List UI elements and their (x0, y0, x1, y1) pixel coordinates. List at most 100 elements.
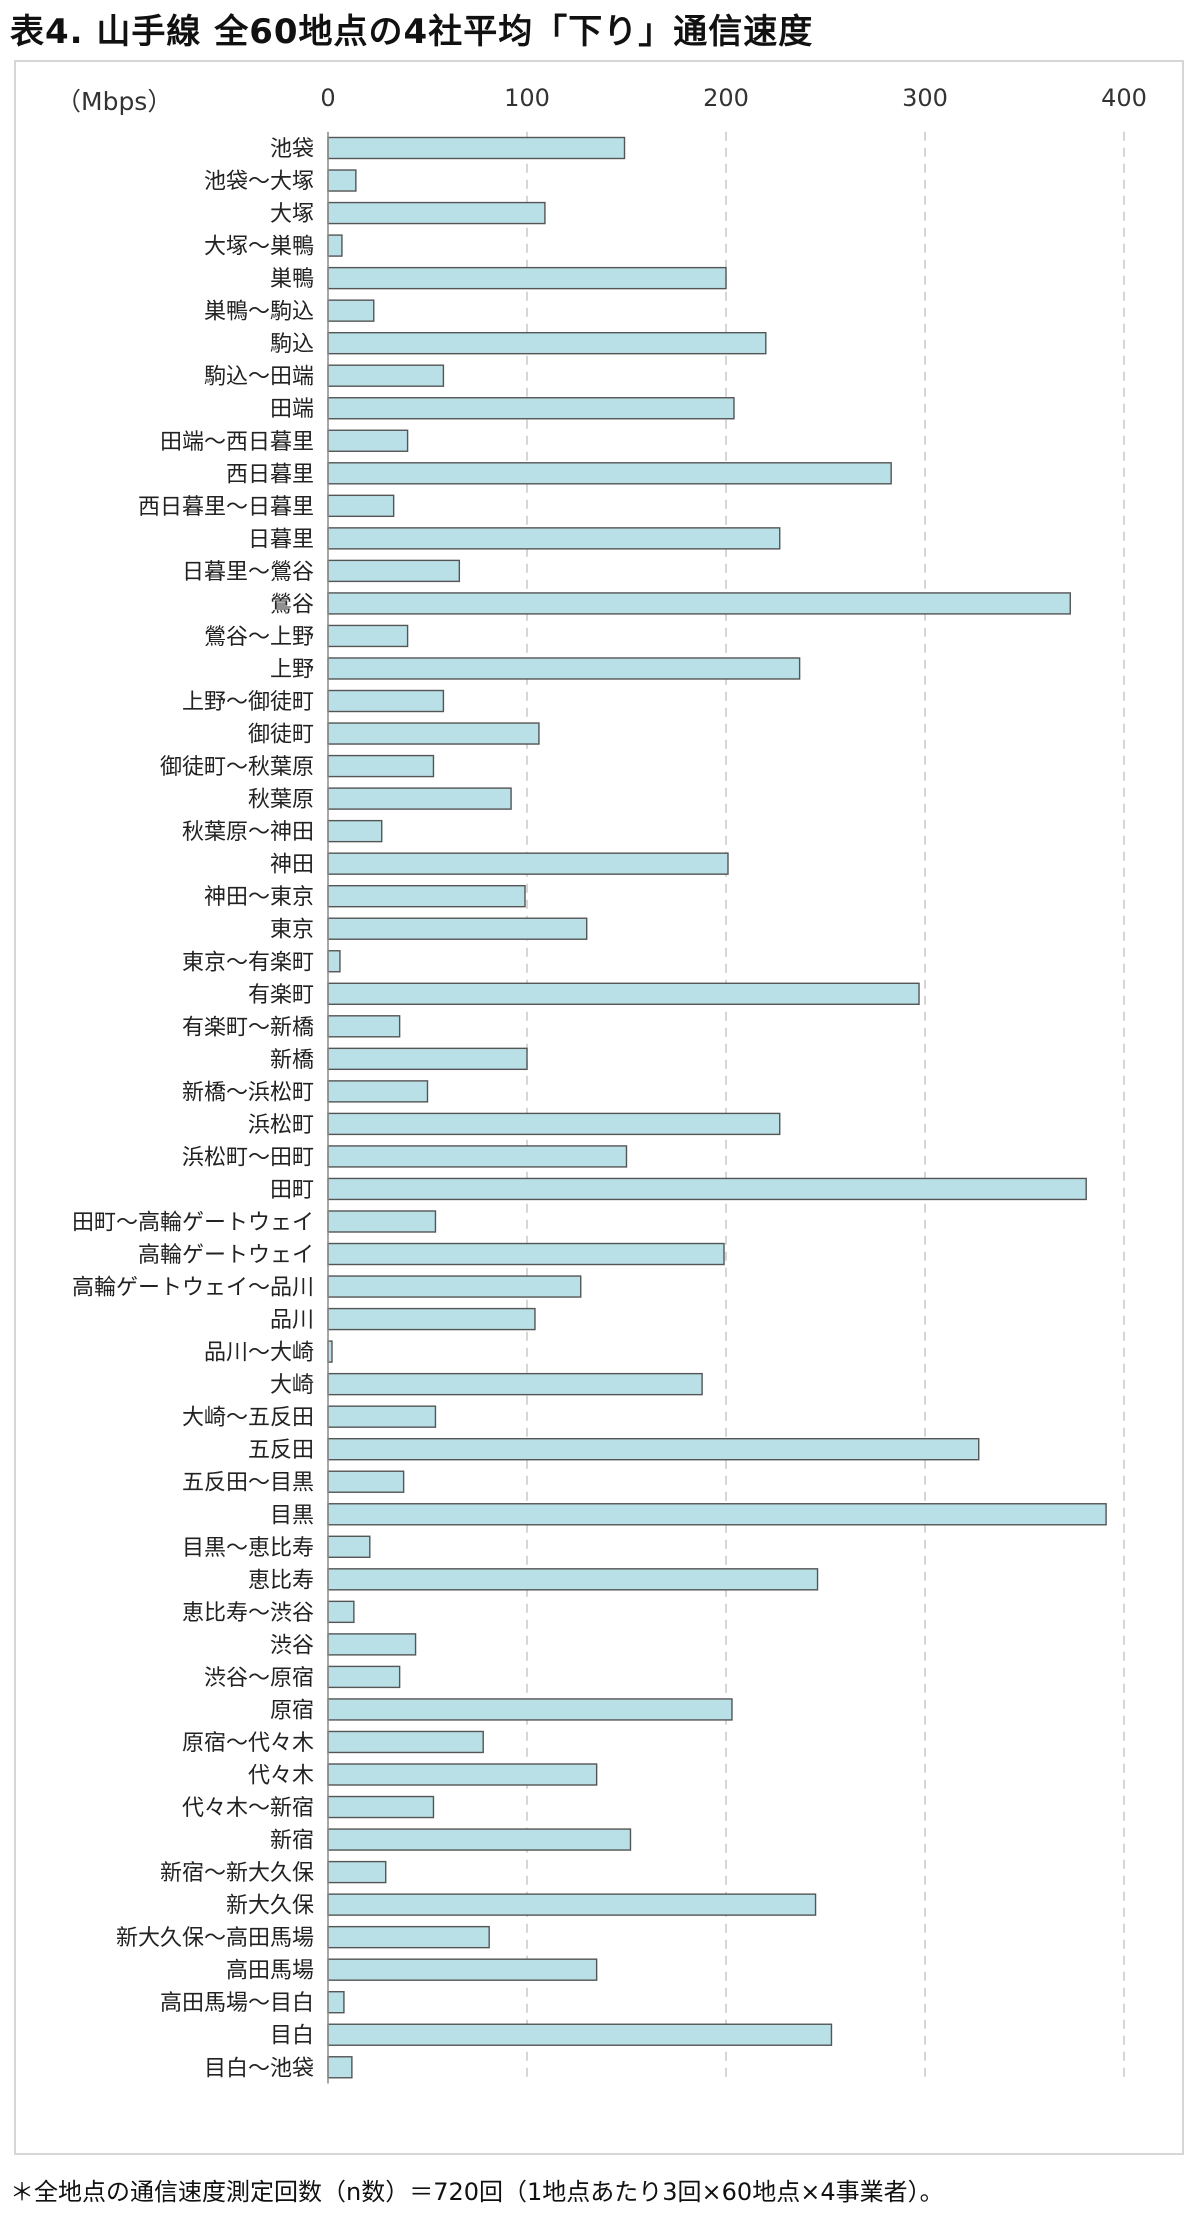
bar (327, 657, 801, 680)
bar (327, 136, 626, 160)
bar (327, 1795, 435, 1819)
x-tick-label: 400 (1101, 84, 1147, 112)
y-category-label: 池袋 (270, 137, 314, 162)
y-category-label: 大崎～五反田 (182, 1406, 314, 1431)
y-category-label: 田端～西日暮里 (160, 430, 314, 455)
bar (327, 1991, 345, 2014)
y-category-label: 日暮里 (248, 527, 314, 552)
bar (327, 169, 357, 192)
x-tick-label: 200 (703, 84, 749, 112)
bar (327, 819, 383, 843)
bar (327, 884, 526, 908)
bar (327, 1470, 405, 1493)
y-category-label: 原宿～代々木 (182, 1731, 314, 1756)
y-category-label: 巣鴨～駒込 (204, 300, 314, 325)
bar (327, 234, 343, 257)
bar (327, 1242, 725, 1266)
bar (327, 1015, 401, 1038)
footnote: ＊全地点の通信速度測定回数（n数）＝720回（1地点あたり3回×60地点×4事業… (10, 2178, 944, 2206)
y-category-label: 大崎 (270, 1373, 314, 1398)
y-category-label: 田町～高輪ゲートウェイ (72, 1210, 314, 1235)
bar (327, 462, 892, 485)
bar (327, 1503, 1107, 1526)
y-category-label: 東京 (270, 918, 314, 943)
y-category-label: 渋谷 (270, 1633, 314, 1658)
y-category-label: 代々木 (248, 1764, 314, 1789)
bar (327, 1665, 401, 1689)
y-category-label: 新大久保 (226, 1894, 314, 1919)
bar (327, 1437, 980, 1461)
bar (327, 1925, 490, 1949)
y-category-label: 池袋～大塚 (204, 170, 314, 195)
y-category-label: 田端 (270, 397, 314, 422)
bar (327, 852, 729, 875)
y-category-label: 代々木～新宿 (182, 1796, 314, 1821)
bar (327, 1275, 582, 1298)
y-category-label: 新大久保～高田馬場 (116, 1926, 314, 1951)
bar-chart: （Mbps） 0 100 200 300 400 池袋池袋～大塚大塚大塚～巣鴨巣鴨巣鴨～駒込… (56, 84, 1147, 2084)
y-category-label: 高田馬場 (226, 1959, 314, 1984)
y-category-label: 目白～池袋 (204, 2056, 314, 2081)
bar (327, 1372, 703, 1396)
y-category-label: 巣鴨 (270, 267, 314, 292)
bar (327, 1893, 817, 1916)
y-category-label: 浜松町～田町 (182, 1145, 314, 1170)
bar (327, 1600, 355, 1624)
y-category-label: 鶯谷～上野 (204, 625, 314, 650)
y-category-label: 浜松町 (248, 1113, 314, 1138)
bar (327, 299, 375, 322)
bar (327, 494, 395, 518)
bar (327, 1047, 528, 1071)
y-category-label: 御徒町～秋葉原 (160, 755, 314, 780)
bar (327, 592, 1071, 615)
y-category-label: 渋谷～原宿 (204, 1666, 314, 1691)
bar (327, 1080, 429, 1103)
y-category-label: 上野 (270, 657, 314, 682)
bar (327, 982, 920, 1005)
y-category-label: 有楽町 (248, 983, 314, 1008)
y-category-label: 有楽町～新橋 (182, 1015, 314, 1040)
y-category-label: 品川～大崎 (204, 1341, 314, 1366)
bar (327, 689, 445, 713)
y-category-label: 品川 (270, 1308, 314, 1333)
unit-label: （Mbps） (56, 87, 172, 116)
y-category-label: 西日暮里～日暮里 (138, 495, 314, 520)
y-category-label: 御徒町 (248, 723, 314, 748)
bar (327, 917, 588, 940)
y-category-label: 恵比寿～渋谷 (182, 1601, 314, 1626)
bar (327, 787, 512, 810)
bar (327, 1535, 371, 1558)
y-category-label: 東京～有楽町 (182, 950, 314, 975)
bar (327, 1730, 484, 1754)
x-tick-label: 0 (320, 84, 335, 112)
y-category-label: 目白 (270, 2024, 314, 2049)
bar (327, 1958, 598, 1981)
bar (327, 950, 341, 973)
bar (327, 559, 461, 583)
bar (327, 201, 546, 225)
chart-title: 表4. 山手線 全60地点の4社平均「下り」通信速度 (10, 12, 814, 52)
bar (327, 364, 445, 387)
y-category-label: 秋葉原 (248, 788, 314, 813)
bar (327, 527, 781, 550)
bar (327, 1860, 387, 1884)
y-category-label: 大塚～巣鴨 (204, 235, 314, 260)
bar (327, 429, 409, 452)
bar (327, 754, 435, 778)
x-tick-label: 100 (504, 84, 550, 112)
y-category-label: 新宿～新大久保 (160, 1861, 314, 1886)
y-category-label: 鶯谷 (270, 592, 314, 617)
bar (327, 397, 735, 420)
y-category-label: 秋葉原～神田 (182, 820, 314, 845)
y-category-label: 駒込～田端 (204, 365, 314, 390)
bar (327, 1307, 536, 1331)
y-category-label: 恵比寿 (248, 1568, 314, 1593)
bar (327, 1568, 819, 1591)
bar (327, 1828, 632, 1851)
y-category-label: 原宿 (270, 1698, 314, 1723)
y-category-label: 田町 (270, 1178, 314, 1203)
y-category-label: 神田 (270, 853, 314, 878)
bar (327, 1177, 1087, 1201)
bar (327, 2056, 353, 2079)
y-category-label: 高輪ゲートウェイ～品川 (72, 1276, 314, 1301)
